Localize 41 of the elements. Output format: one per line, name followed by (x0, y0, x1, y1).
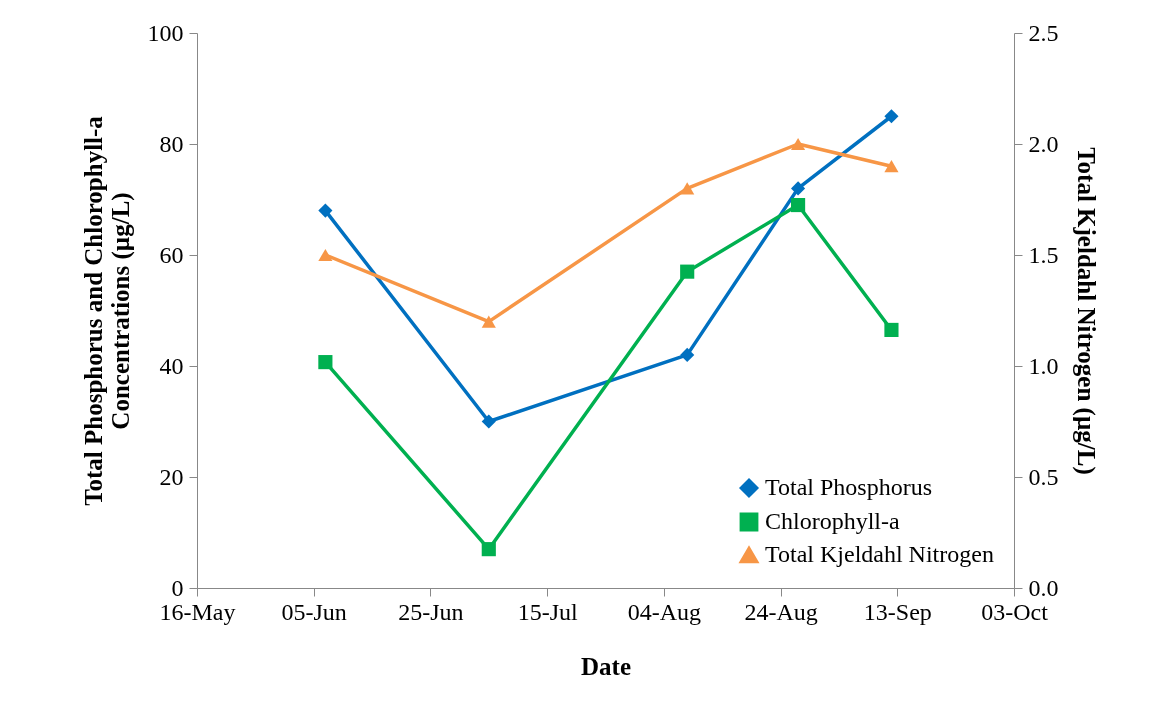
point (318, 355, 333, 370)
x-tick-label: 05-Jun (281, 598, 347, 625)
point (481, 315, 496, 328)
point (680, 264, 695, 279)
y2-tick-label: 0.0 (1028, 574, 1059, 601)
point (791, 137, 806, 151)
y2-tick-label: 1.5 (1028, 241, 1059, 268)
y2-tick-label: 2.0 (1028, 130, 1059, 157)
x-tick-label: 25-Jun (398, 598, 464, 625)
point (318, 203, 333, 218)
point (884, 160, 899, 173)
x-tick-label: 03-Oct (981, 598, 1049, 625)
y-tick-label: 0 (171, 574, 184, 601)
y-tick-label: 100 (147, 19, 184, 46)
point (680, 347, 695, 362)
x-tick-label: 15-Jul (517, 598, 578, 625)
x-axis-title: Date (581, 652, 631, 680)
point (884, 322, 899, 337)
point (481, 542, 496, 557)
x-tick-label: 04-Aug (627, 598, 702, 625)
point (481, 414, 496, 429)
y-tick-label: 60 (159, 241, 184, 268)
y2-tick-label: 0.5 (1028, 463, 1059, 490)
y-axis-title: Total Phosphorus and Chlorophyll-a Concentrations (µg/L) (79, 115, 135, 506)
point (318, 248, 333, 262)
x-tick-label: 24-Aug (744, 598, 818, 625)
point (791, 181, 806, 196)
y-tick-label: 40 (159, 352, 184, 379)
y-tick-label: 80 (159, 130, 184, 157)
legend-label: Chlorophyll-a (765, 508, 900, 534)
y2-tick-label: 1.0 (1028, 352, 1059, 379)
y2-tick-label: 2.5 (1028, 19, 1059, 46)
point (680, 182, 695, 195)
legend-label: Total Phosphorus (765, 474, 932, 500)
legend-label: Total Kjeldahl Nitrogen (765, 541, 994, 567)
point (791, 197, 806, 213)
y2-axis-title: Total Kjeldahl Nitrogen (µg/L) (1071, 147, 1100, 475)
x-tick-label: 13-Sep (863, 598, 932, 625)
x-tick-label: 16-May (159, 598, 236, 625)
point (884, 109, 899, 124)
y-tick-label: 20 (159, 463, 184, 490)
